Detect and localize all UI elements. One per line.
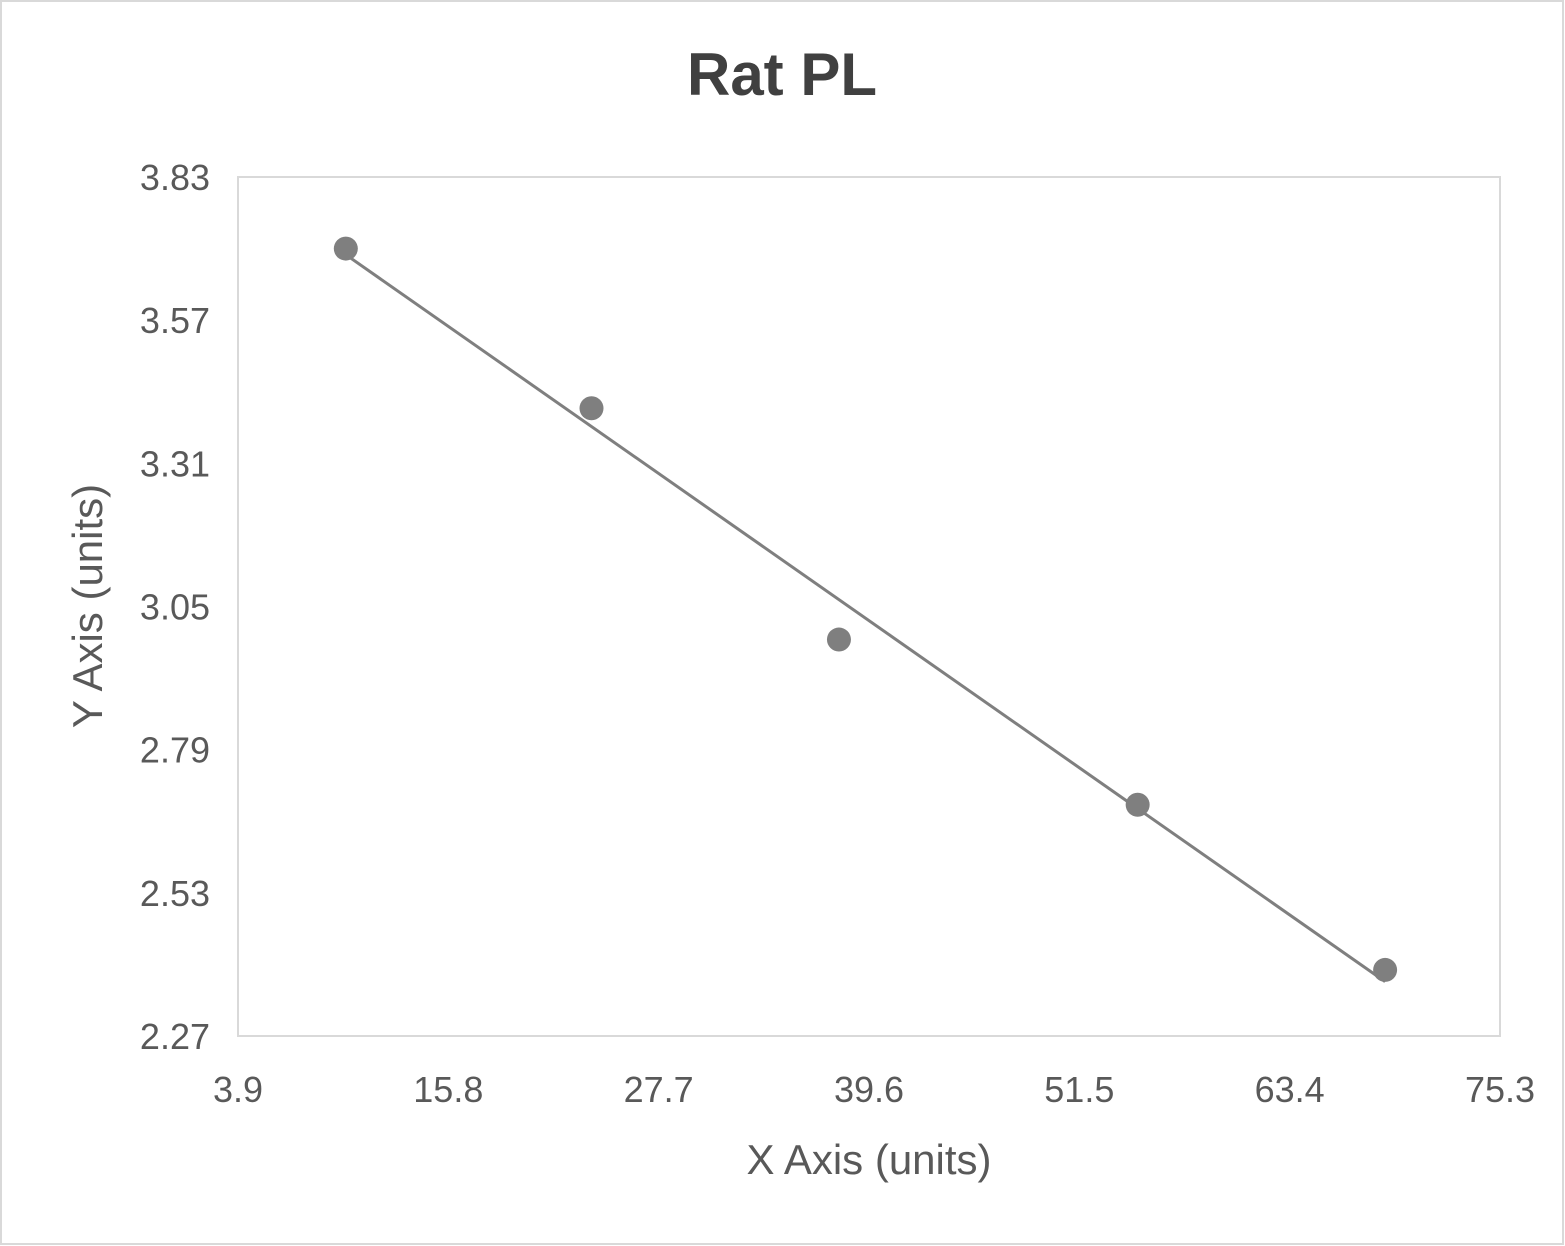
data-points (333, 236, 1398, 982)
data-point (333, 236, 358, 261)
y-axis-title: Y Axis (units) (64, 484, 111, 728)
data-point (826, 627, 851, 652)
x-tick-label: 51.5 (1044, 1069, 1114, 1110)
x-tick-label: 63.4 (1255, 1069, 1325, 1110)
y-tick-label: 3.57 (140, 300, 210, 341)
y-tick-label: 2.53 (140, 873, 210, 914)
x-tick-label: 27.7 (624, 1069, 694, 1110)
y-tick-label: 3.31 (140, 443, 210, 484)
chart-title: Rat PL (687, 41, 877, 108)
y-tick-label: 3.83 (140, 157, 210, 198)
data-point (1373, 957, 1398, 982)
x-axis-title: X Axis (units) (746, 1136, 991, 1183)
x-tick-label: 3.9 (213, 1069, 263, 1110)
data-point (1125, 792, 1150, 817)
y-tick-label: 2.79 (140, 730, 210, 771)
plot-area (237, 176, 1501, 1037)
y-tick-label: 2.27 (140, 1016, 210, 1057)
x-tick-label: 15.8 (413, 1069, 483, 1110)
x-tick-label: 75.3 (1465, 1069, 1535, 1110)
y-tick-label: 3.05 (140, 587, 210, 628)
data-point (579, 396, 604, 421)
trendline (344, 253, 1386, 983)
x-tick-label: 39.6 (834, 1069, 904, 1110)
y-axis-ticks: 3.83 3.57 3.31 3.05 2.79 2.53 2.27 (140, 157, 210, 1057)
x-axis-ticks: 3.9 15.8 27.7 39.6 51.5 63.4 75.3 (213, 1069, 1535, 1110)
